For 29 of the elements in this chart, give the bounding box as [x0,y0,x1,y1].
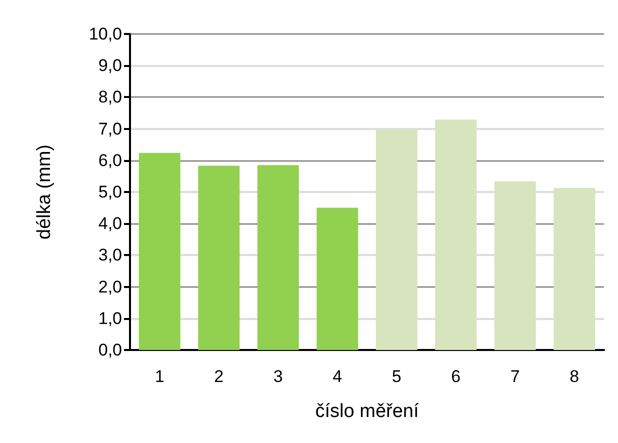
bar [435,120,477,350]
x-tick-label: 6 [451,367,461,386]
x-tick-label: 2 [214,367,224,386]
y-tick-label: 2,0 [98,277,122,296]
bar [376,129,418,350]
x-tick-label: 5 [392,367,402,386]
bar [138,152,180,350]
y-tick-label: 10,0 [88,24,122,44]
bar [316,208,358,350]
y-tick-label: 9,0 [98,56,122,76]
bar [198,166,240,350]
bar [257,165,299,350]
y-tick-label: 7,0 [98,119,122,138]
y-tick-label: 8,0 [98,88,122,107]
y-tick-label: 1,0 [98,308,122,328]
x-tick-label: 4 [332,367,342,386]
x-tick-label: 7 [510,367,520,386]
x-tick-label: 1 [154,367,164,386]
x-tick-label: 8 [570,367,580,386]
y-tick-label: 6,0 [98,150,122,170]
x-tick-label: 3 [273,367,283,386]
y-axis-title: délka (mm) [34,144,55,240]
y-tick-label: 3,0 [98,246,122,265]
y-tick-label: 4,0 [98,214,122,234]
bar [554,188,596,350]
x-axis-title: číslo měření [315,401,420,422]
bar [494,181,536,350]
y-tick-label: 0,0 [98,340,122,360]
y-tick-label: 5,0 [98,182,122,202]
